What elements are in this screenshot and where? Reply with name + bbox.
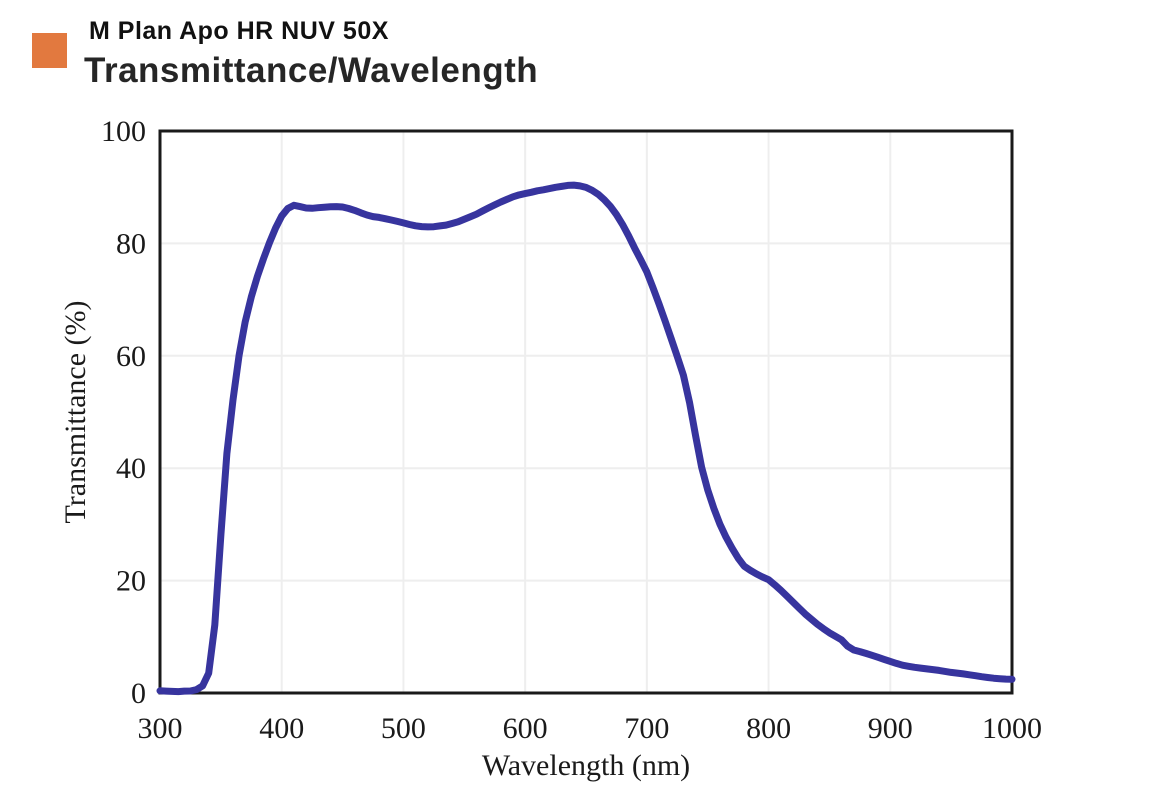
product-name: M Plan Apo HR NUV 50X xyxy=(89,17,389,45)
x-tick-label: 800 xyxy=(746,712,791,745)
y-axis-title: Transmittance (%) xyxy=(59,300,92,524)
page-title: Transmittance/Wavelength xyxy=(84,51,539,90)
x-tick-label: 400 xyxy=(259,712,304,745)
y-tick-label: 20 xyxy=(116,565,146,598)
x-axis-title: Wavelength (nm) xyxy=(481,749,691,782)
y-tick-label: 100 xyxy=(101,115,146,148)
x-tick-label: 1000 xyxy=(982,712,1042,745)
x-tick-label: 300 xyxy=(138,712,183,745)
x-tick-label: 700 xyxy=(624,712,669,745)
x-tick-label: 500 xyxy=(381,712,426,745)
accent-square-icon xyxy=(32,33,67,68)
plot-frame xyxy=(158,129,1014,695)
x-tick-label: 600 xyxy=(503,712,548,745)
x-tick-label: 900 xyxy=(868,712,913,745)
y-tick-label: 60 xyxy=(116,340,146,373)
y-tick-label: 0 xyxy=(131,677,146,710)
transmittance-curve xyxy=(156,181,1016,696)
y-tick-label: 40 xyxy=(116,452,146,485)
chart-header: M Plan Apo HR NUV 50X Transmittance/Wave… xyxy=(0,0,1164,110)
y-tick-label: 80 xyxy=(116,227,146,260)
